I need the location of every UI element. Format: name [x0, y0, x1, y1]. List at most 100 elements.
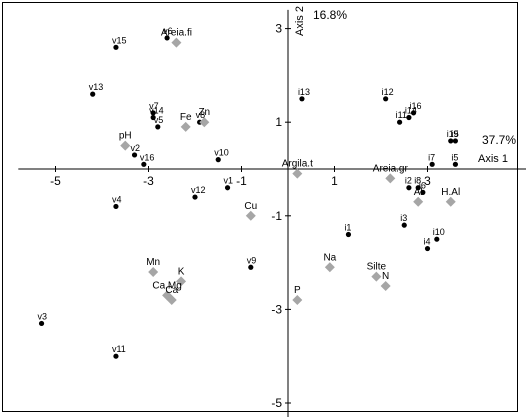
variable-label-Fe: Fe — [180, 112, 192, 123]
variable-label-H.Al: H.Al — [441, 187, 460, 198]
point-v5 — [155, 124, 161, 130]
point-label-v14: v14 — [149, 106, 164, 116]
point-label-i10: i10 — [433, 227, 445, 237]
variable-label-Mn: Mn — [146, 257, 160, 268]
variable-Ca — [166, 295, 177, 306]
point-v1 — [224, 185, 231, 191]
point-v9 — [248, 264, 254, 270]
point-label-v7: v7 — [149, 101, 159, 111]
variable-label-Argila.t: Argila.t — [282, 159, 313, 170]
y-axis-title: Axis 2 — [294, 6, 306, 36]
y-tick-label: 3 — [275, 22, 282, 36]
point-label-i11: i11 — [396, 110, 407, 120]
point-label-v5: v5 — [154, 115, 164, 125]
variable-Mn — [148, 266, 159, 277]
point-v16 — [141, 161, 147, 167]
point-label-v2: v2 — [131, 143, 141, 153]
variable-label-Cu: Cu — [244, 201, 257, 212]
point-v2 — [131, 152, 138, 158]
point-i10 — [434, 236, 440, 242]
point-i2 — [406, 185, 412, 191]
y-tick-label: 1 — [275, 115, 282, 129]
variable-label-Al: Al — [414, 187, 423, 198]
point-label-i3: i3 — [400, 213, 407, 223]
point-label-v9: v9 — [247, 255, 257, 265]
y-tick-label: -5 — [271, 396, 282, 410]
axes: -5 -3 -1 1 3 3 1 -1 -3 -5 — [18, 9, 526, 418]
x-axis-title: Axis 1 — [478, 153, 508, 165]
variable-label-Silte: Silte — [367, 262, 387, 273]
point-label-i8: i8 — [414, 176, 421, 186]
variable-Areia.fi — [171, 37, 182, 48]
point-i14 — [406, 114, 412, 121]
point-label-v1: v1 — [224, 176, 234, 186]
variable-label-N: N — [382, 271, 389, 282]
variable-label-Zn: Zn — [198, 107, 210, 118]
point-label-i9: i9 — [451, 129, 458, 139]
point-i5 — [452, 161, 458, 167]
variable-Fe — [180, 121, 191, 132]
variable-label-Areia.fi: Areia.fi — [161, 28, 192, 39]
variable-label-K: K — [178, 266, 185, 277]
y-tick-label: -3 — [271, 302, 282, 316]
point-i8 — [415, 185, 421, 191]
point-i12 — [383, 96, 389, 102]
variable-N — [380, 281, 391, 291]
point-v14 — [150, 114, 156, 121]
variable-label-Ca: Ca — [165, 285, 178, 296]
point-label-i5: i5 — [451, 152, 458, 162]
point-label-v10: v10 — [214, 148, 229, 158]
point-label-i12: i12 — [382, 87, 394, 97]
point-i16 — [410, 110, 417, 116]
point-label-i4: i4 — [424, 237, 431, 247]
point-v11 — [113, 353, 119, 359]
variable-K — [176, 276, 187, 287]
point-label-i7: i7 — [428, 152, 435, 162]
point-v12 — [192, 194, 198, 200]
point-v6 — [164, 35, 170, 41]
point-i4 — [424, 245, 431, 252]
marks: v1 v2 v3 v4 v5 v6 v7 v8 v9 v10 v11 v12 v13 v14 v15 v16 i… — [38, 26, 460, 359]
point-v4 — [113, 203, 119, 210]
point-i15 — [448, 138, 454, 144]
variable-label-pH: pH — [119, 131, 132, 142]
point-label-v12: v12 — [191, 185, 206, 195]
variable-Na — [324, 262, 335, 273]
variable-P — [292, 295, 303, 306]
point-label-i16: i16 — [410, 101, 422, 111]
point-label-v13: v13 — [89, 82, 104, 92]
point-label-v15: v15 — [112, 35, 127, 45]
y-tick-label: -1 — [271, 209, 282, 223]
x-tick-label: -5 — [50, 174, 61, 188]
point-i9 — [452, 138, 458, 144]
point-label-i1: i1 — [344, 223, 351, 233]
variable-label-Areia.gr: Areia.gr — [373, 163, 409, 174]
point-label-i2: i2 — [405, 176, 412, 186]
point-label-v4: v4 — [112, 194, 122, 204]
variable-Silte — [371, 271, 382, 282]
point-label-i6: i6 — [419, 180, 426, 190]
variable-label-Na: Na — [323, 252, 336, 263]
chart-frame — [2, 2, 518, 412]
y-axis-variance: 16.8% — [313, 8, 347, 22]
point-label-v16: v16 — [140, 152, 155, 162]
point-i3 — [401, 222, 407, 228]
point-i1 — [345, 231, 352, 238]
point-label-i14: i14 — [405, 106, 417, 116]
point-label-i13: i13 — [298, 87, 310, 97]
variable-pH — [120, 140, 131, 151]
point-label-i15: i15 — [447, 129, 459, 139]
variable-Zn — [199, 117, 210, 128]
point-label-v6: v6 — [163, 26, 173, 36]
point-v3 — [38, 320, 45, 327]
variable-Al — [413, 196, 424, 207]
variable-Argila.t — [292, 168, 303, 179]
variable-H.Al — [445, 196, 456, 207]
variable-Areia.gr — [385, 173, 396, 184]
point-i13 — [299, 96, 305, 102]
x-tick-label: 1 — [331, 174, 338, 188]
point-v13 — [90, 91, 96, 97]
point-i11 — [397, 119, 403, 125]
x-tick-label: 3 — [424, 174, 431, 188]
